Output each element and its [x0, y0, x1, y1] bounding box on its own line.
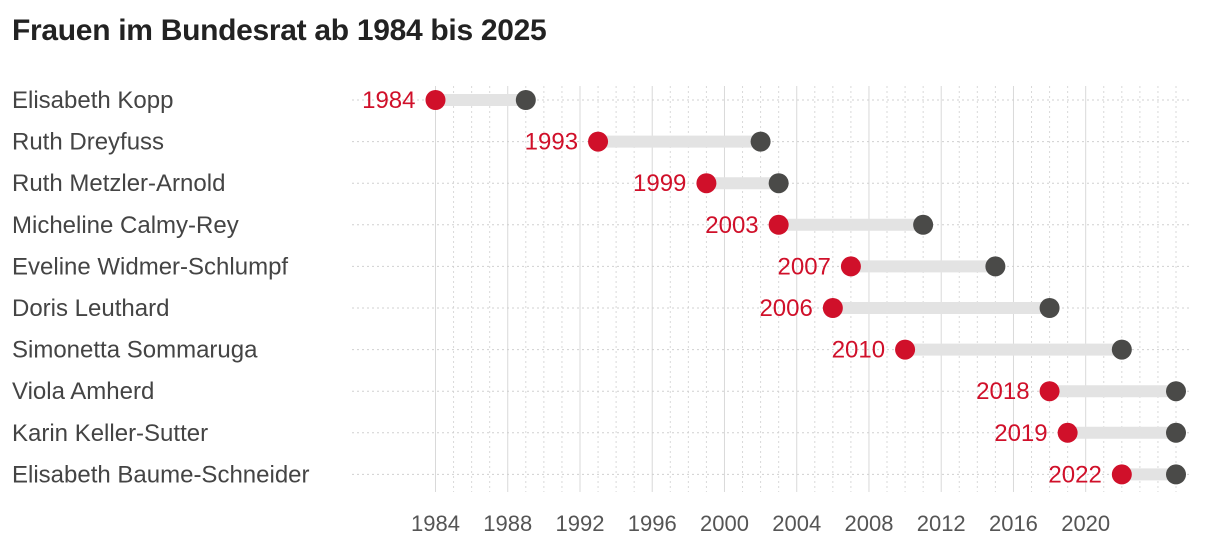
start-dot [895, 339, 916, 360]
row-guides [352, 99, 1190, 475]
start-dot [840, 256, 861, 277]
person-name-label: Karin Keller-Sutter [12, 420, 208, 447]
person-name-label: Ruth Metzler-Arnold [12, 170, 225, 197]
start-year-label: 2010 [832, 337, 885, 364]
x-tick-label: 2012 [917, 511, 966, 536]
start-dot [768, 214, 789, 235]
x-tick-label: 1992 [556, 511, 605, 536]
start-year-label: 2007 [778, 253, 831, 280]
start-year-label: 2019 [994, 420, 1047, 447]
end-dot [1166, 464, 1186, 485]
end-dot [913, 214, 934, 235]
start-dot [1057, 422, 1078, 443]
start-year-label: 1993 [525, 129, 578, 156]
x-tick-label: 1996 [628, 511, 677, 536]
start-dot [1111, 464, 1132, 485]
x-tick-label: 2008 [844, 511, 893, 536]
person-name-label: Elisabeth Kopp [12, 87, 173, 114]
x-tick-label: 1988 [483, 511, 532, 536]
start-year-label: 2006 [759, 295, 812, 322]
start-dot [425, 90, 446, 110]
end-dot [515, 90, 536, 110]
x-tick-label: 2004 [772, 511, 821, 536]
end-dot [1039, 298, 1060, 318]
person-name-label: Viola Amherd [12, 378, 154, 405]
start-year-label: 1999 [633, 170, 686, 197]
end-dot [1111, 339, 1132, 360]
range-bars [435, 94, 1176, 481]
person-name-label: Simonetta Sommaruga [12, 337, 258, 364]
labels: 1984 1988 1992 1996 2000 2004 2008 2012 2016 2020… [12, 87, 1110, 536]
start-dot [1039, 381, 1060, 402]
end-dot [1166, 381, 1186, 402]
person-name-label: Elisabeth Baume-Schneider [12, 461, 310, 488]
start-year-label: 2022 [1048, 461, 1101, 488]
start-year-label: 2018 [976, 378, 1029, 405]
dots [425, 90, 1186, 485]
chart-title: Frauen im Bundesrat ab 1984 bis 2025 [12, 14, 547, 47]
start-dot [588, 131, 609, 152]
person-name-label: Micheline Calmy-Rey [12, 212, 239, 239]
start-dot [822, 298, 843, 318]
end-dot [1166, 422, 1186, 443]
end-dot [985, 256, 1006, 277]
end-dot [750, 131, 771, 152]
person-name-label: Eveline Widmer-Schlumpf [12, 253, 288, 280]
start-year-label: 2003 [705, 212, 758, 239]
x-tick-label: 2020 [1061, 511, 1110, 536]
start-year-label: 1984 [362, 87, 415, 114]
end-dot [768, 173, 789, 194]
person-name-label: Ruth Dreyfuss [12, 129, 164, 156]
x-tick-label: 2000 [700, 511, 749, 536]
x-tick-label: 1984 [411, 511, 460, 536]
person-name-label: Doris Leuthard [12, 295, 169, 322]
x-tick-label: 2016 [989, 511, 1038, 536]
grid-layer [435, 86, 1177, 492]
start-dot [696, 173, 717, 194]
